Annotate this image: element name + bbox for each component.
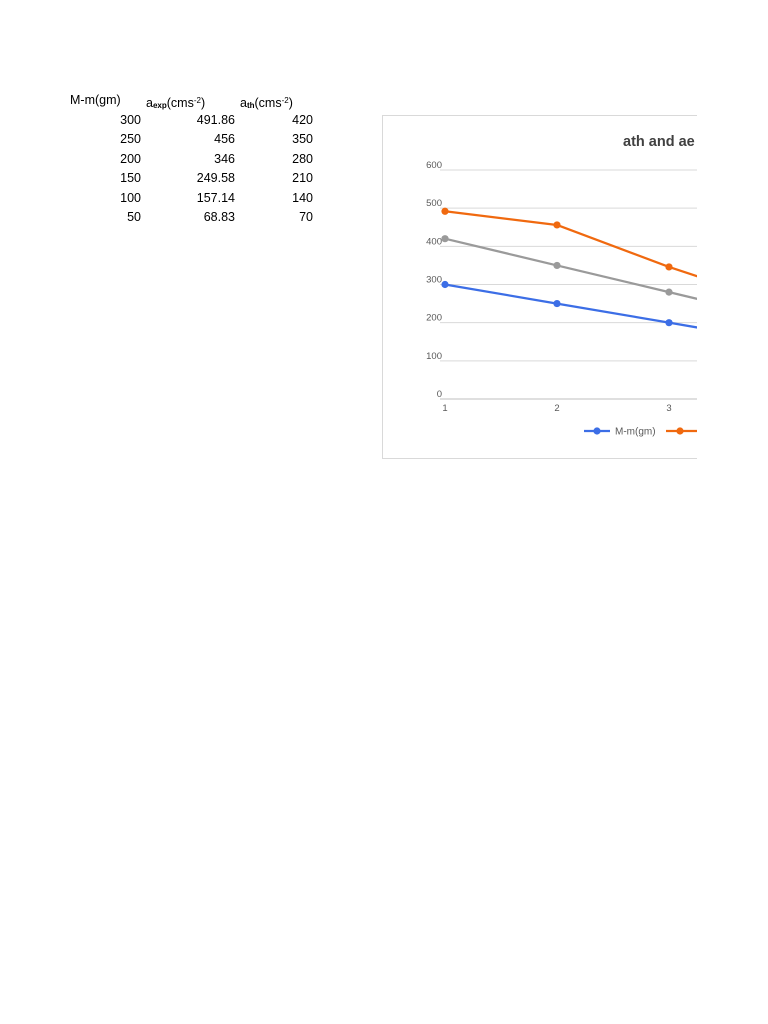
legend-label: M-m(gm): [615, 427, 656, 438]
table-cell: 150: [120, 171, 141, 185]
series-line: [444, 237, 697, 300]
table-cell: 70: [299, 210, 313, 224]
table-cell: 280: [292, 151, 313, 166]
y-tick-label: 600: [426, 160, 442, 171]
table-cell: 456: [214, 132, 235, 146]
table-cell: 157.14: [196, 190, 235, 205]
data-point: [553, 261, 561, 270]
chart-title: ath and ae: [623, 134, 695, 150]
y-tick-label: 400: [426, 236, 442, 247]
header-mass: M-m(gm): [70, 93, 121, 107]
data-point: [441, 280, 449, 289]
x-tick-label: 3: [666, 403, 671, 414]
x-tick-label: 2: [554, 403, 559, 414]
table-cell: 346: [214, 151, 235, 166]
table-cell: 491.86: [196, 112, 235, 127]
legend-marker: [593, 427, 601, 435]
series-line: [444, 283, 697, 329]
series-line: [444, 210, 697, 278]
data-point: [441, 207, 449, 215]
y-tick-label: 0: [437, 389, 442, 400]
data-point: [441, 235, 449, 243]
legend-marker: [676, 427, 684, 435]
data-point: [665, 319, 673, 327]
table-cell: 100: [120, 190, 141, 205]
cropped-edge: [697, 100, 768, 480]
data-point: [665, 288, 673, 296]
line-chart: 0 100 200 300 400 500 600 1 2 3 ath and ae M-m(gm): [426, 134, 697, 438]
y-tick-label: 300: [426, 275, 442, 286]
table-cell: 140: [292, 190, 313, 205]
y-tick-label: 200: [426, 313, 442, 324]
table-cell: 210: [292, 171, 313, 185]
table-cell: 250: [120, 132, 141, 146]
table-cell: 249.58: [196, 171, 235, 185]
chart-area: 0 100 200 300 400 500 600 1 2 3 ath and ae M-m(gm): [382, 115, 697, 461]
table-cell: 420: [292, 112, 313, 127]
data-point: [665, 263, 673, 271]
table-cell: 68.83: [203, 210, 235, 224]
y-tick-label: 100: [426, 351, 442, 362]
y-tick-label: 500: [426, 198, 442, 209]
table-cell: 300: [120, 112, 141, 127]
header-a-exp: aexp(cms-2): [146, 96, 206, 110]
header-a-th: ath(cms-2): [240, 96, 293, 110]
data-point: [553, 299, 561, 308]
table-cell: 200: [120, 151, 141, 166]
x-tick-label: 1: [442, 403, 447, 414]
data-point: [553, 221, 561, 229]
table-cell: 50: [127, 210, 141, 224]
table-cell: 350: [292, 132, 313, 146]
chart-frame: [382, 115, 722, 459]
